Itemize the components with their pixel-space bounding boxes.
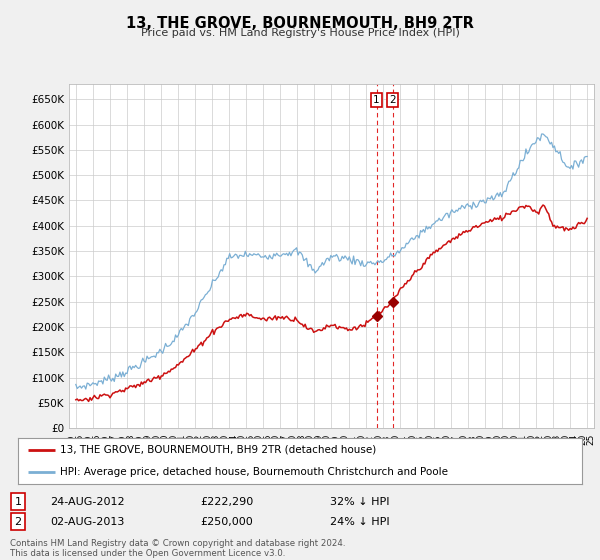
Text: HPI: Average price, detached house, Bournemouth Christchurch and Poole: HPI: Average price, detached house, Bour… (60, 468, 448, 478)
Text: 24-AUG-2012: 24-AUG-2012 (50, 497, 125, 507)
Text: 13, THE GROVE, BOURNEMOUTH, BH9 2TR: 13, THE GROVE, BOURNEMOUTH, BH9 2TR (126, 16, 474, 31)
Text: 1: 1 (14, 497, 22, 507)
Text: £222,290: £222,290 (200, 497, 253, 507)
Text: Price paid vs. HM Land Registry's House Price Index (HPI): Price paid vs. HM Land Registry's House … (140, 28, 460, 38)
Text: 13, THE GROVE, BOURNEMOUTH, BH9 2TR (detached house): 13, THE GROVE, BOURNEMOUTH, BH9 2TR (det… (60, 445, 377, 455)
Text: 02-AUG-2013: 02-AUG-2013 (50, 517, 124, 526)
Text: £250,000: £250,000 (200, 517, 253, 526)
Text: Contains HM Land Registry data © Crown copyright and database right 2024.
This d: Contains HM Land Registry data © Crown c… (10, 539, 346, 558)
Text: 1: 1 (373, 95, 380, 105)
Text: 2: 2 (389, 95, 396, 105)
Text: 24% ↓ HPI: 24% ↓ HPI (330, 517, 389, 526)
Text: 2: 2 (14, 517, 22, 526)
Text: 32% ↓ HPI: 32% ↓ HPI (330, 497, 389, 507)
